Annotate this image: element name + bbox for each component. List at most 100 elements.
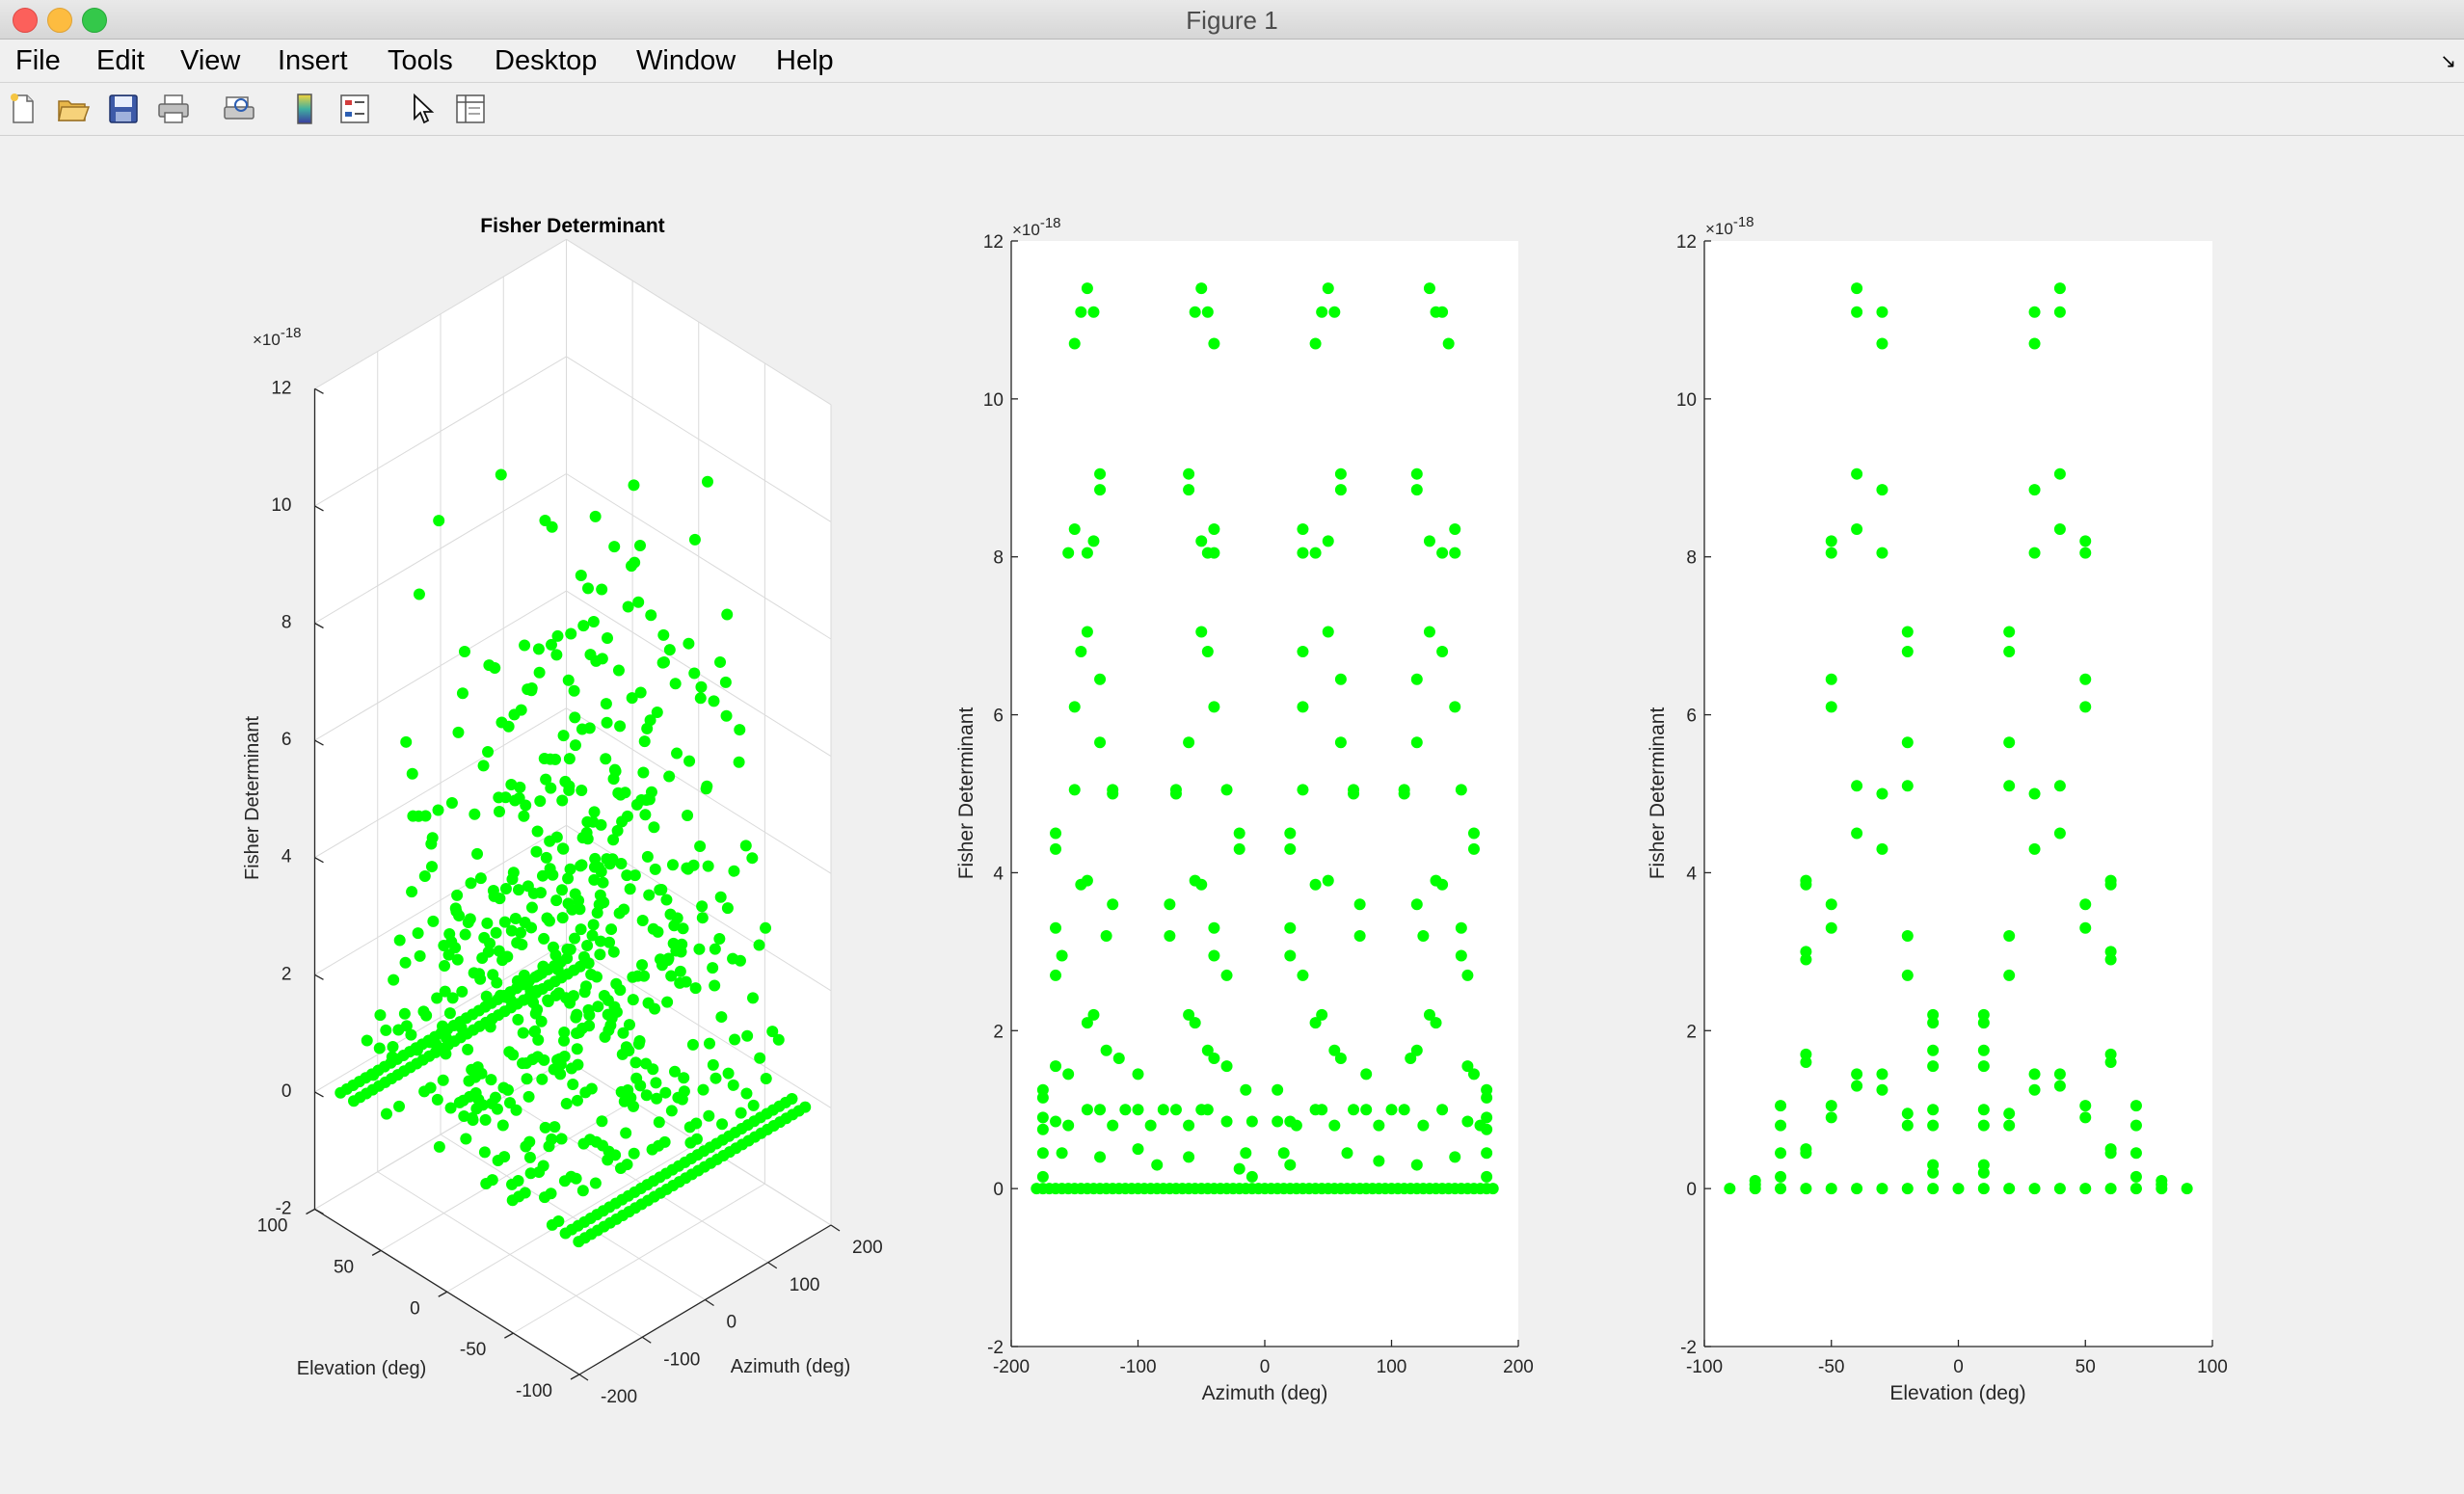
axes-3d-elevation-tick-label: 50 xyxy=(334,1257,354,1277)
scatter-3d-data-point xyxy=(532,969,545,981)
axes-3d-azimuth-tick-label: -200 xyxy=(601,1387,637,1407)
scatter-3d-data-point xyxy=(688,533,701,546)
scatter-3d-data-point xyxy=(547,868,559,881)
azimuth-data-point xyxy=(1322,535,1334,547)
axes-elevation-frame: -100 -50 0 50 100 12 10 8 6 4 2 0 -2 xyxy=(1676,232,2228,1377)
elevation-data-point xyxy=(2053,467,2066,480)
scatter-3d-data-point xyxy=(607,834,620,846)
axes-3d-z-tick-label: 0 xyxy=(281,1081,292,1102)
axes-azimuth-ylabel: Fisher Determinant xyxy=(955,707,978,880)
azimuth-data-point xyxy=(1277,1147,1290,1160)
scatter-3d-data-point xyxy=(587,615,600,627)
scatter-3d-data-point xyxy=(467,1114,479,1127)
menu-window[interactable]: Window xyxy=(636,45,737,76)
scatter-3d-data-point xyxy=(563,780,576,792)
scatter-3d-data-point xyxy=(499,791,512,804)
scatter-3d-data-point xyxy=(471,1061,484,1074)
scatter-3d-data-point xyxy=(441,1032,453,1045)
scatter-3d-data-point xyxy=(629,1056,642,1069)
azimuth-data-point xyxy=(1220,1060,1233,1073)
elevation-data-point xyxy=(1851,1068,1863,1080)
azimuth-data-point xyxy=(1220,969,1233,981)
elevation-x-tick-label: 50 xyxy=(2076,1357,2096,1377)
scatter-3d-data-point xyxy=(462,1043,474,1055)
scatter-3d-data-point xyxy=(557,730,570,742)
menu-insert[interactable]: Insert xyxy=(278,45,348,76)
scatter-3d-data-point xyxy=(420,1009,433,1022)
elevation-y-tick-label: 2 xyxy=(1686,1022,1697,1042)
scatter-3d-data-point xyxy=(727,1079,739,1091)
azimuth-data-point xyxy=(1208,949,1220,962)
open-file-icon[interactable] xyxy=(56,92,91,126)
scatter-3d-data-point xyxy=(534,795,547,808)
axes-3d-elevation-tick-label: -50 xyxy=(460,1340,486,1360)
zoom-window-button[interactable] xyxy=(82,8,107,33)
scatter-3d-data-point xyxy=(380,1024,392,1036)
property-editor-icon[interactable] xyxy=(453,92,488,126)
menu-help[interactable]: Help xyxy=(776,45,834,76)
scatter-3d-data-point xyxy=(740,1087,753,1100)
elevation-data-point xyxy=(2079,701,2092,713)
axes-3d-z-tick-label: 10 xyxy=(271,495,291,516)
scatter-3d-data-point xyxy=(514,781,526,793)
new-figure-icon[interactable] xyxy=(6,92,40,126)
minimize-window-button[interactable] xyxy=(47,8,72,33)
print-preview-icon[interactable] xyxy=(222,92,256,126)
menu-view[interactable]: View xyxy=(180,45,241,76)
scatter-3d-data-point xyxy=(533,666,546,679)
legend-icon[interactable] xyxy=(337,92,372,126)
scatter-3d-data-point xyxy=(651,1092,663,1105)
scatter-3d-data-point xyxy=(504,994,517,1006)
axes-3d-scatter[interactable]: -2024681012-200-1000100200-100-50050100 … xyxy=(242,215,883,1407)
menu-tools[interactable]: Tools xyxy=(388,45,453,76)
scatter-3d-data-point xyxy=(393,934,406,947)
scatter-3d-data-point xyxy=(440,1048,452,1060)
elevation-data-point xyxy=(1876,787,1888,800)
elevation-y-tick-label: 4 xyxy=(1686,864,1697,884)
print-icon[interactable] xyxy=(156,92,191,126)
dock-arrow-icon[interactable]: ↘ xyxy=(2440,51,2456,72)
axes-azimuth-scatter[interactable]: -200 -100 0 100 200 12 10 8 6 4 2 0 -2 Azimuth (deg)… xyxy=(955,215,1534,1404)
scatter-3d-data-point xyxy=(584,649,597,661)
menu-desktop[interactable]: Desktop xyxy=(495,45,598,76)
scatter-3d-data-point xyxy=(686,1038,699,1051)
scatter-3d-data-point xyxy=(799,1101,812,1113)
close-window-button[interactable] xyxy=(13,8,38,33)
azimuth-data-point xyxy=(1410,736,1423,749)
scatter-3d-data-point xyxy=(639,809,652,821)
scatter-3d-data-point xyxy=(640,1089,653,1102)
azimuth-data-point xyxy=(1132,1104,1144,1116)
elevation-data-point xyxy=(2028,1083,2041,1096)
azimuth-data-point xyxy=(1328,1044,1341,1056)
axes-elevation-scatter[interactable]: -100 -50 0 50 100 12 10 8 6 4 2 0 -2 Elevation (deg)… xyxy=(1647,214,2228,1404)
scatter-3d-data-point xyxy=(486,1097,498,1109)
azimuth-data-point xyxy=(1398,1104,1410,1116)
azimuth-data-point xyxy=(1094,673,1107,685)
scatter-3d-data-point xyxy=(439,960,451,973)
scatter-3d-data-point xyxy=(493,805,505,817)
menu-edit[interactable]: Edit xyxy=(96,45,145,76)
scatter-3d-data-point xyxy=(733,756,745,768)
elevation-data-point xyxy=(1775,1170,1787,1183)
scatter-3d-data-point xyxy=(484,1021,496,1033)
colorbar-icon[interactable] xyxy=(287,92,322,126)
scatter-3d-data-point xyxy=(522,1090,535,1103)
scatter-3d-data-point xyxy=(634,540,646,552)
axes-3d-azimuth-tick-label: -100 xyxy=(663,1349,700,1370)
scatter-3d-data-point xyxy=(453,910,466,922)
azimuth-data-point xyxy=(1107,898,1119,911)
elevation-data-point xyxy=(1901,1107,1914,1120)
azimuth-data-point xyxy=(1075,306,1087,318)
scatter-3d-data-point xyxy=(656,884,668,896)
menu-file[interactable]: File xyxy=(15,45,61,76)
azimuth-data-point xyxy=(1087,1008,1100,1021)
scatter-3d-data-point xyxy=(620,1041,632,1054)
scatter-3d-data-point xyxy=(741,1029,754,1042)
edit-plot-pointer-icon[interactable] xyxy=(405,92,440,126)
azimuth-data-point xyxy=(1036,1147,1049,1160)
elevation-data-point xyxy=(2003,1107,2016,1120)
elevation-data-point xyxy=(1825,898,1837,911)
elevation-data-point xyxy=(2028,484,2041,496)
save-icon[interactable] xyxy=(106,92,141,126)
scatter-3d-data-point xyxy=(562,872,575,885)
